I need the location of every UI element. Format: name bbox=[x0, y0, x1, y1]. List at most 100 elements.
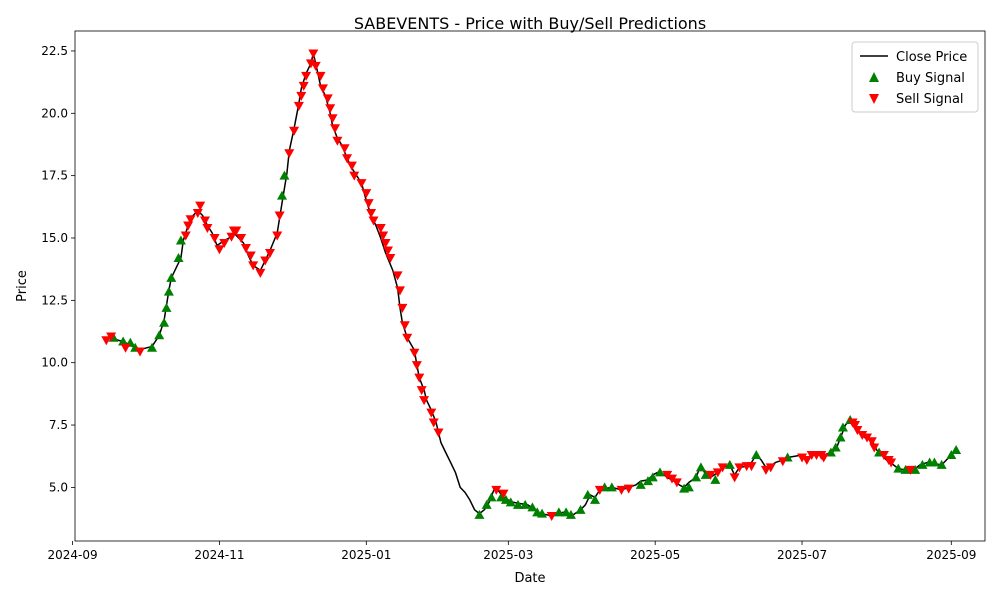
sell-signal-marker bbox=[202, 224, 213, 234]
buy-signal-marker bbox=[481, 499, 492, 509]
buy-signal-marker bbox=[683, 482, 694, 492]
buy-signal-marker bbox=[527, 502, 538, 512]
buy-signal-marker bbox=[166, 272, 177, 282]
sell-signal-marker bbox=[248, 261, 259, 271]
sell-signal-marker bbox=[705, 470, 716, 480]
sell-signal-marker bbox=[195, 201, 206, 211]
sell-signal-marker bbox=[777, 457, 788, 467]
buy-signal-marker bbox=[474, 509, 485, 519]
sell-signal-marker bbox=[289, 126, 300, 136]
sell-signal-marker bbox=[339, 144, 350, 154]
sell-signal-marker bbox=[712, 468, 723, 478]
legend-buy-swatch bbox=[869, 72, 879, 82]
sell-signal-marker bbox=[375, 224, 386, 234]
x-tick-label: 2025-09 bbox=[926, 548, 976, 562]
buy-signal-marker bbox=[710, 474, 721, 484]
y-tick-label: 22.5 bbox=[41, 44, 68, 58]
buy-signal-marker bbox=[486, 492, 497, 502]
sell-signal-marker bbox=[616, 485, 627, 495]
sell-signal-marker bbox=[428, 418, 439, 428]
sell-signal-markers bbox=[101, 49, 916, 522]
buy-signal-marker bbox=[910, 464, 921, 474]
buy-signal-marker bbox=[946, 449, 957, 459]
sell-signal-marker bbox=[296, 91, 307, 101]
sell-signal-marker bbox=[342, 154, 353, 164]
buy-signal-marker bbox=[835, 432, 846, 442]
sell-signal-marker bbox=[180, 231, 191, 241]
buy-signal-marker bbox=[900, 464, 911, 474]
buy-signal-marker bbox=[154, 330, 165, 340]
sell-signal-marker bbox=[498, 489, 509, 499]
x-tick-label: 2025-05 bbox=[630, 548, 680, 562]
sell-signal-marker bbox=[325, 104, 336, 114]
y-axis: 5.0 7.5 10.0 12.5 15.0 17.5 20.0 22.5 bbox=[41, 44, 75, 494]
buy-signal-marker bbox=[917, 459, 928, 469]
buy-signal-marker bbox=[893, 463, 904, 473]
sell-signal-marker bbox=[818, 453, 829, 463]
sell-signal-marker bbox=[192, 209, 203, 219]
sell-signal-marker bbox=[395, 286, 405, 296]
y-axis-label: Price bbox=[15, 270, 30, 302]
buy-signal-marker bbox=[751, 449, 762, 459]
buy-signal-marker bbox=[118, 336, 129, 346]
x-axis-label: Date bbox=[514, 571, 545, 586]
sell-signal-marker bbox=[308, 49, 319, 59]
sell-signal-marker bbox=[219, 238, 230, 248]
sell-signal-marker bbox=[327, 114, 338, 124]
sell-signal-marker bbox=[301, 71, 312, 81]
legend-sell-swatch bbox=[869, 94, 879, 104]
sell-signal-marker bbox=[272, 231, 283, 241]
buy-signal-marker bbox=[951, 444, 962, 454]
buy-signal-marker bbox=[520, 499, 531, 509]
sell-signal-marker bbox=[356, 179, 367, 189]
y-tick-label: 12.5 bbox=[41, 293, 68, 307]
buy-signal-marker bbox=[505, 497, 516, 507]
sell-signal-marker bbox=[322, 94, 333, 104]
sell-signal-marker bbox=[293, 101, 304, 111]
plot-area: 2024-09 2024-11 2025-01 2025-03 2025-05 2025-… bbox=[41, 30, 986, 562]
y-tick-label: 10.0 bbox=[41, 356, 68, 370]
sell-signal-marker bbox=[866, 437, 877, 447]
y-tick-label: 7.5 bbox=[49, 418, 68, 432]
sell-signal-marker bbox=[426, 408, 437, 418]
sell-signal-marker bbox=[397, 303, 408, 313]
sell-signal-marker bbox=[260, 256, 271, 266]
sell-signal-marker bbox=[366, 209, 377, 219]
buy-signal-marker bbox=[936, 459, 947, 469]
y-tick-label: 15.0 bbox=[41, 231, 68, 245]
sell-signal-marker bbox=[433, 428, 444, 438]
sell-signal-marker bbox=[382, 246, 393, 256]
axes-frame bbox=[74, 30, 986, 542]
sell-signal-marker bbox=[274, 211, 285, 221]
sell-signal-marker bbox=[255, 268, 266, 278]
sell-signal-marker bbox=[363, 199, 374, 209]
y-tick-label: 17.5 bbox=[41, 169, 68, 183]
sell-signal-marker bbox=[491, 485, 502, 495]
sell-signal-marker bbox=[801, 455, 812, 465]
sell-signal-marker bbox=[106, 332, 117, 342]
sell-signal-marker bbox=[265, 248, 275, 258]
sell-signal-marker bbox=[380, 238, 391, 248]
sell-signal-marker bbox=[729, 473, 740, 483]
buy-signal-marker bbox=[635, 479, 646, 489]
sell-signal-marker bbox=[546, 512, 557, 522]
x-tick-label: 2025-01 bbox=[341, 548, 391, 562]
y-tick-label: 5.0 bbox=[49, 480, 68, 494]
sell-signal-marker bbox=[332, 136, 343, 146]
sell-signal-marker bbox=[671, 478, 682, 488]
buy-signal-marker bbox=[825, 447, 836, 457]
sell-signal-marker bbox=[185, 215, 196, 225]
sell-signal-marker bbox=[419, 396, 430, 406]
sell-signal-marker bbox=[231, 226, 242, 236]
buy-signal-marker bbox=[277, 190, 288, 200]
sell-signal-marker bbox=[411, 361, 422, 371]
sell-signal-marker bbox=[797, 453, 808, 463]
sell-signal-marker bbox=[310, 61, 321, 71]
buy-signal-marker bbox=[575, 504, 586, 514]
sell-signal-marker bbox=[623, 484, 634, 494]
sell-signal-marker bbox=[368, 216, 379, 226]
buy-signal-marker bbox=[163, 286, 174, 296]
legend-buy-label: Buy Signal bbox=[896, 71, 965, 86]
sell-signal-marker bbox=[850, 421, 860, 431]
sell-signal-marker bbox=[378, 231, 389, 241]
